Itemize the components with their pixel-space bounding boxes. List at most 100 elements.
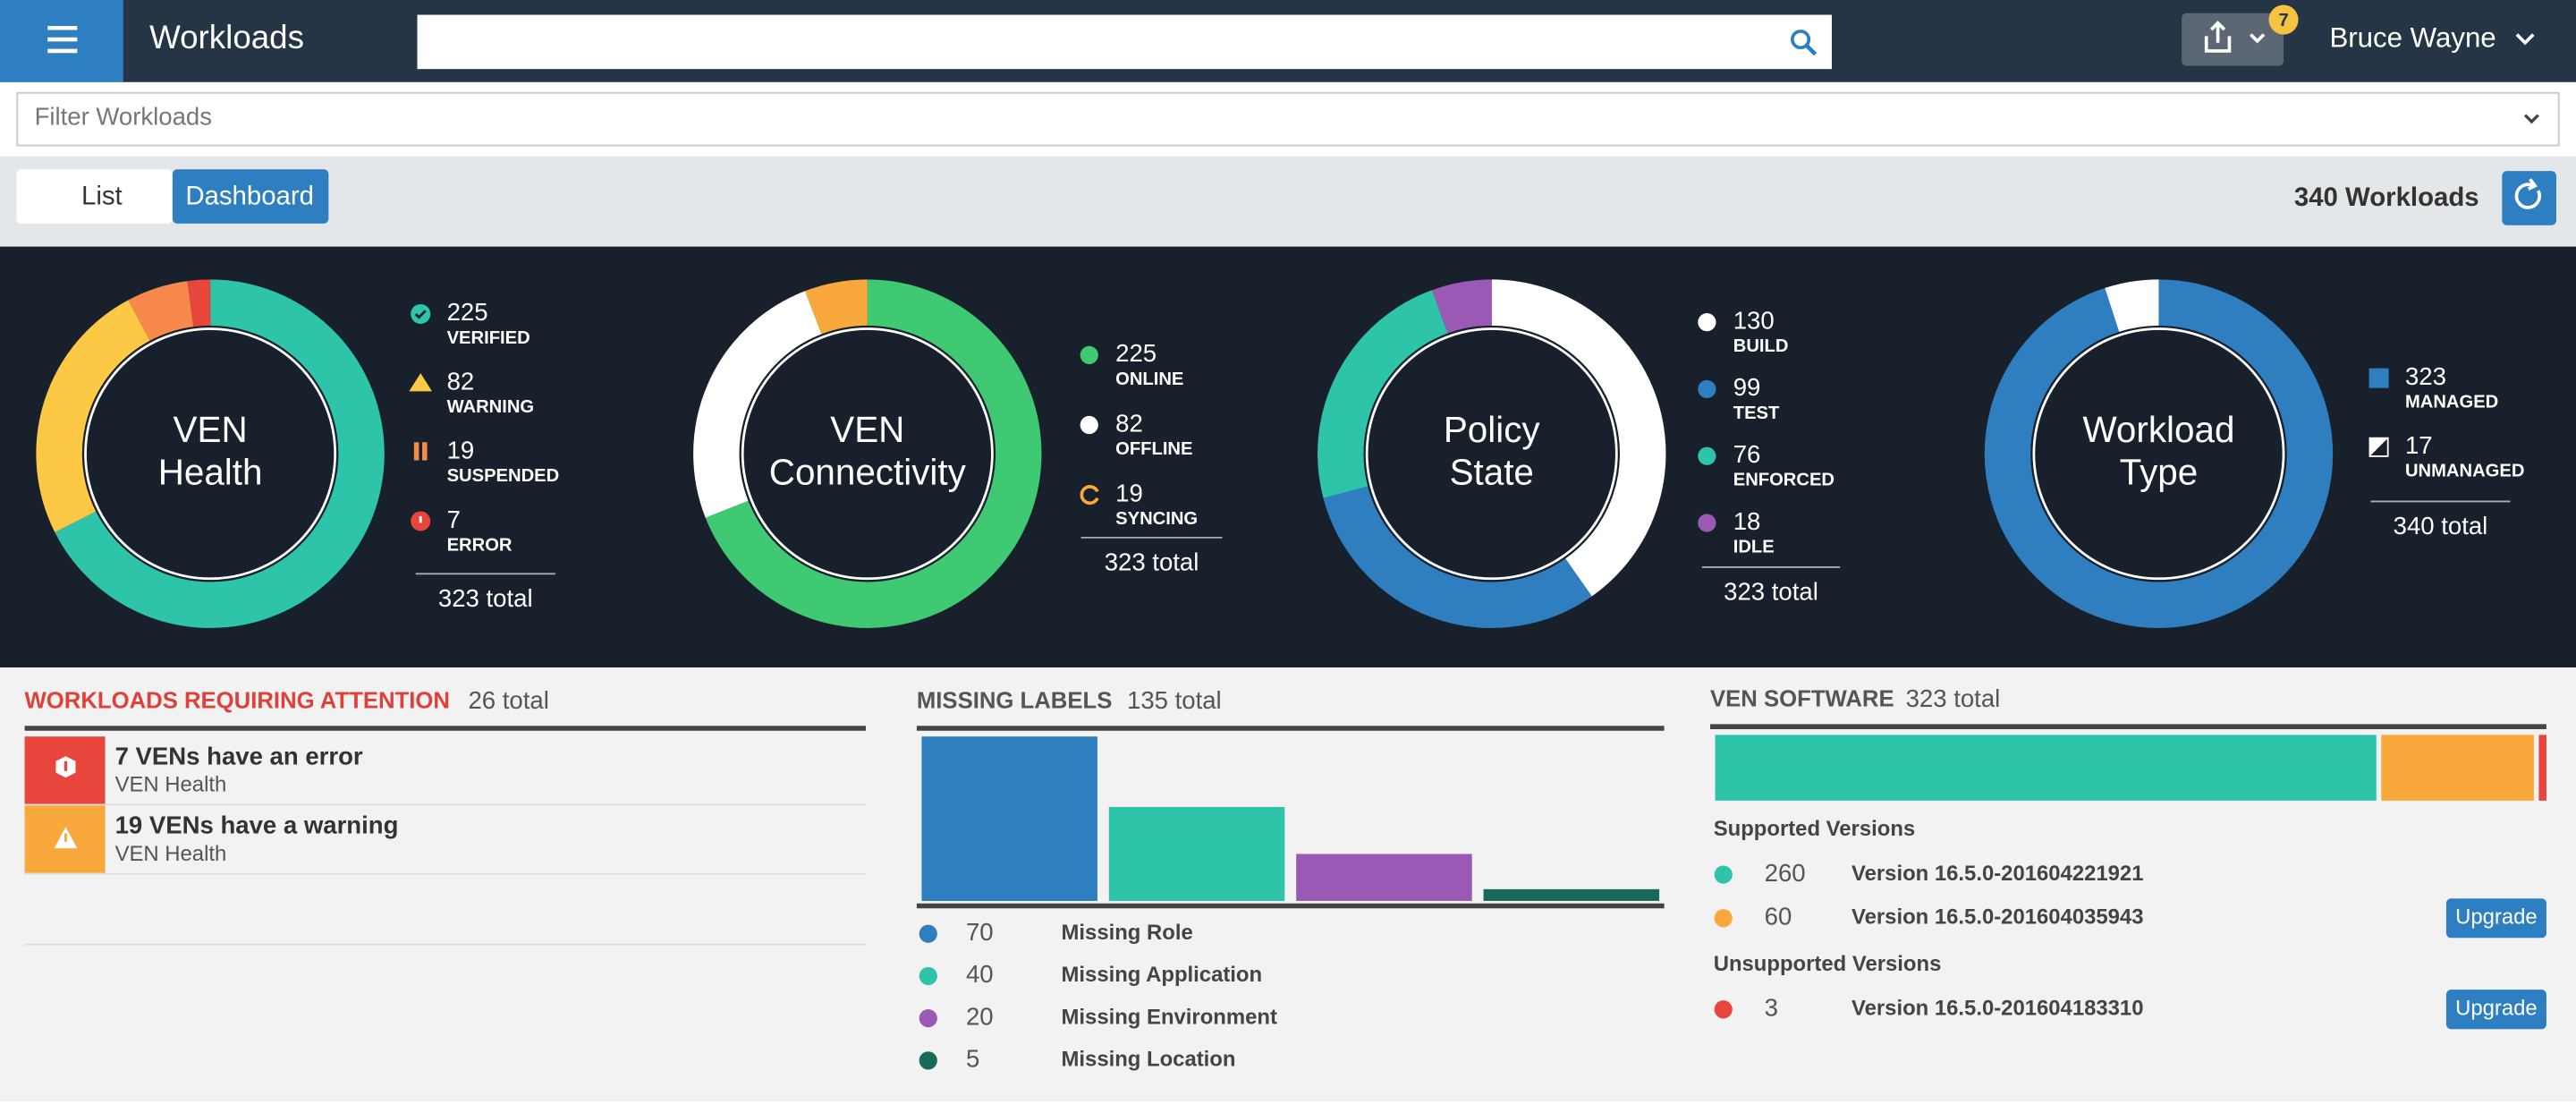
section-title: WORKLOADS REQUIRING ATTENTION: [25, 688, 450, 713]
donut-inner-ring: [741, 327, 994, 581]
donut-title: Policy: [1444, 409, 1541, 450]
legend-dot: [1714, 909, 1733, 928]
version-count: 3: [1765, 994, 1778, 1022]
upgrade-label: Upgrade: [2455, 905, 2538, 930]
donut-title: VEN: [830, 409, 904, 450]
bar: [1296, 854, 1472, 901]
donut-segment: [55, 279, 385, 628]
legend-label: IDLE: [1733, 537, 1775, 556]
legend-label: MANAGED: [2405, 393, 2498, 412]
legend-value: 7: [447, 506, 461, 533]
legend-dot: [919, 1009, 937, 1028]
legend-icon: [1698, 446, 1716, 465]
export-icon: [2204, 21, 2266, 53]
donut-total: 323 total: [438, 584, 533, 612]
legend-value: 225: [1115, 339, 1157, 367]
donut-segment: [1431, 279, 1493, 334]
refresh-icon: [2514, 183, 2542, 209]
legend-value: 82: [1115, 409, 1143, 437]
legend-value: 20: [966, 1002, 994, 1030]
tab-dashboard[interactable]: [172, 169, 329, 224]
legend-icon: [2368, 368, 2389, 388]
user-name[interactable]: Bruce Wayne: [2329, 21, 2496, 53]
workload-count: 340 Workloads: [2294, 183, 2479, 212]
group-title: Supported Versions: [1714, 817, 1915, 841]
legend-label: Missing Location: [1062, 1048, 1236, 1072]
legend-label: Missing Environment: [1062, 1005, 1277, 1029]
legend-label: SUSPENDED: [447, 466, 560, 486]
donut-title: Health: [158, 452, 263, 493]
section-total: 323 total: [1906, 684, 2001, 712]
legend-label: SYNCING: [1115, 509, 1198, 529]
search-box[interactable]: [417, 14, 1832, 70]
donut-segment: [36, 300, 151, 532]
legend-icon-half: [2370, 438, 2387, 455]
legend-value: 225: [447, 298, 488, 326]
notification-count: 7: [2278, 11, 2288, 30]
legend-dot: [919, 924, 937, 943]
menu-icon: [47, 25, 78, 54]
donut-segment: [187, 279, 211, 327]
legend-label: WARNING: [447, 397, 535, 417]
bar: [1483, 888, 1660, 901]
version-name: Version 16.5.0-201604035943: [1852, 905, 2143, 930]
toolbar: [0, 156, 2576, 247]
legend-value: 19: [447, 437, 475, 464]
attention-source: VEN Health: [115, 842, 227, 866]
stacked-segment: [2381, 735, 2534, 801]
legend-value: 17: [2405, 431, 2433, 459]
donut-segment: [2105, 279, 2160, 333]
legend-icon: [422, 442, 428, 461]
legend-icon: [1698, 514, 1716, 532]
donut-title: Workload: [2083, 409, 2235, 450]
legend-icon-check: [414, 310, 427, 319]
donut-title: VEN: [174, 409, 248, 450]
legend-label: ERROR: [447, 535, 513, 555]
donut-segment: [1491, 279, 1666, 597]
filter-input[interactable]: [16, 91, 2560, 147]
bar: [1108, 806, 1285, 901]
legend-value: 5: [966, 1045, 979, 1073]
upgrade-button[interactable]: [2445, 898, 2546, 939]
legend-value: 323: [2405, 362, 2446, 390]
tab-label: Dashboard: [185, 181, 314, 210]
donut-title: Type: [2120, 452, 2199, 493]
legend-label: BUILD: [1733, 336, 1789, 356]
legend-label: Missing Role: [1062, 921, 1193, 945]
tab-list[interactable]: [16, 169, 173, 224]
page-title: Workloads: [149, 19, 304, 55]
upgrade-label: Upgrade: [2455, 997, 2538, 1021]
refresh-button[interactable]: [2502, 171, 2556, 225]
section-total: 135 total: [1127, 686, 1222, 714]
legend-value: 70: [966, 918, 994, 946]
legend-icon: [409, 373, 433, 392]
attention-source: VEN Health: [115, 773, 227, 797]
upgrade-button[interactable]: [2445, 990, 2546, 1030]
donut-segment: [805, 279, 869, 335]
legend-label: ENFORCED: [1733, 471, 1835, 490]
donut-inner-ring: [84, 327, 337, 581]
filter-placeholder: Filter Workloads: [35, 103, 212, 131]
refresh-icon-arrow: [2527, 178, 2538, 191]
legend-icon: [1080, 415, 1098, 435]
tab-label: List: [81, 181, 123, 210]
legend-dot: [919, 966, 937, 986]
donut-segment: [705, 279, 1042, 628]
export-button[interactable]: [2182, 13, 2284, 66]
donut-segment: [1318, 290, 1449, 498]
user-chevron: [2515, 33, 2535, 46]
section-title: VEN SOFTWARE: [1710, 687, 1894, 712]
donut-total: 340 total: [2394, 512, 2488, 540]
legend-icon: [1698, 379, 1716, 399]
legend-value: 19: [1115, 479, 1143, 506]
notification-badge: [2268, 4, 2299, 35]
donut-segment: [693, 291, 823, 518]
legend-label: UNMANAGED: [2405, 462, 2524, 481]
stacked-segment: [2538, 735, 2546, 801]
stacked-segment: [1715, 735, 2377, 801]
legend-label: Missing Application: [1062, 963, 1263, 987]
section-total: 26 total: [468, 686, 548, 714]
search-icon: [1791, 30, 1818, 56]
legend-label: VERIFIED: [447, 328, 530, 348]
